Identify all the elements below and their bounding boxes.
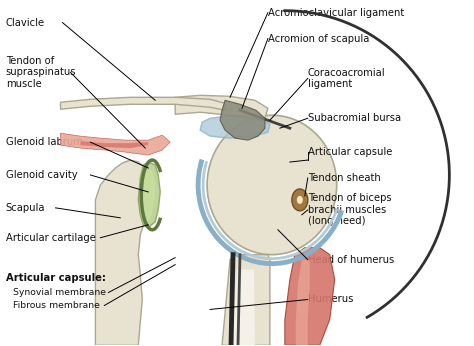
Text: Tendon sheath: Tendon sheath <box>308 173 381 183</box>
Polygon shape <box>95 160 152 345</box>
Text: Articular cartilage: Articular cartilage <box>6 233 96 243</box>
Text: Humerus: Humerus <box>308 294 353 304</box>
Polygon shape <box>232 270 255 345</box>
Text: Coracoacromial
ligament: Coracoacromial ligament <box>308 67 385 89</box>
Polygon shape <box>175 95 268 120</box>
Text: Articular capsule: Articular capsule <box>308 147 392 157</box>
Text: Head of humerus: Head of humerus <box>308 255 394 265</box>
Text: Clavicle: Clavicle <box>6 18 45 28</box>
Text: Articular capsule:: Articular capsule: <box>6 273 106 283</box>
Text: Scapula: Scapula <box>6 203 45 213</box>
Polygon shape <box>296 260 310 345</box>
Text: Tendon of biceps
brachii muscles
(long heed): Tendon of biceps brachii muscles (long h… <box>308 193 392 226</box>
Text: Subacromial bursa: Subacromial bursa <box>308 113 401 123</box>
Ellipse shape <box>297 196 303 204</box>
Polygon shape <box>138 162 160 228</box>
Polygon shape <box>61 133 170 155</box>
Text: Acromion of scapula: Acromion of scapula <box>268 34 369 44</box>
Polygon shape <box>220 100 265 140</box>
Text: Fibrous membrane: Fibrous membrane <box>13 301 100 310</box>
Polygon shape <box>141 170 155 222</box>
Text: Tendon of
supraspinatus
muscle: Tendon of supraspinatus muscle <box>6 56 76 89</box>
Text: Synovial membrane: Synovial membrane <box>13 288 106 297</box>
Ellipse shape <box>292 189 308 211</box>
Polygon shape <box>222 255 270 345</box>
Polygon shape <box>285 248 335 345</box>
Text: Glenoid labrum: Glenoid labrum <box>6 137 82 147</box>
Ellipse shape <box>207 115 337 255</box>
Polygon shape <box>81 141 148 148</box>
Polygon shape <box>61 97 225 110</box>
Text: Glenoid cavity: Glenoid cavity <box>6 170 77 180</box>
Polygon shape <box>200 115 270 138</box>
Text: Acromioclavicular ligament: Acromioclavicular ligament <box>268 8 404 18</box>
